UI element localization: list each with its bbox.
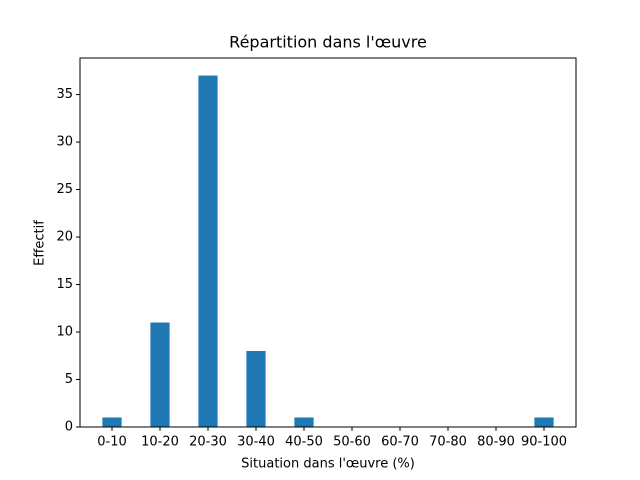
- x-tick-label: 40-50: [285, 435, 323, 450]
- x-tick-label: 70-80: [429, 435, 467, 450]
- x-tick-label: 30-40: [237, 435, 275, 450]
- plot-frame: [79, 57, 577, 428]
- x-tick-label: 0-10: [97, 435, 127, 450]
- y-tick-label: 30: [56, 135, 73, 150]
- x-tick-label: 80-90: [477, 435, 515, 450]
- y-tick-label: 5: [65, 372, 73, 387]
- y-tick-label: 25: [56, 182, 73, 197]
- x-tick-label: 20-30: [189, 435, 227, 450]
- y-axis-label: Effectif: [33, 220, 48, 266]
- bar: [150, 322, 170, 427]
- y-tick-label: 35: [56, 87, 73, 102]
- y-tick-label: 10: [56, 325, 73, 340]
- bar: [534, 417, 554, 427]
- y-tick-label: 20: [56, 230, 73, 245]
- y-tick-label: 15: [56, 277, 73, 292]
- chart-title: Répartition dans l'œuvre: [229, 33, 427, 52]
- x-tick-label: 60-70: [381, 435, 419, 450]
- bar: [198, 75, 218, 428]
- bar: [102, 417, 122, 427]
- x-axis-label: Situation dans l'œuvre (%): [241, 457, 415, 472]
- x-tick-label: 10-20: [141, 435, 179, 450]
- x-tick-label: 50-60: [333, 435, 371, 450]
- x-tick-label: 90-100: [521, 435, 567, 450]
- y-tick-label: 0: [65, 420, 73, 435]
- bar: [246, 351, 266, 427]
- bar: [294, 417, 314, 427]
